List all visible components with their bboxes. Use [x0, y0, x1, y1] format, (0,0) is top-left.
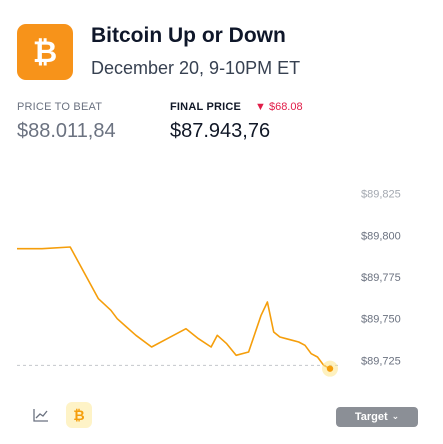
y-tick-label: $89,800 — [361, 230, 401, 242]
y-tick-label: $89,825 — [361, 189, 401, 201]
y-tick-label: $89,750 — [361, 314, 401, 326]
bitcoin-chart-button[interactable]: ₿ — [66, 402, 92, 428]
bitcoin-logo: ₿ — [17, 24, 73, 80]
price-delta-value: $68.08 — [268, 101, 303, 113]
line-chart-icon — [33, 409, 48, 422]
down-arrow-icon: ▼ — [255, 101, 266, 113]
chevron-down-icon: ⌄ — [391, 412, 400, 422]
price-to-beat-label: PRICE TO BEAT — [17, 101, 103, 113]
price-chart[interactable]: $89,825 $89,800 $89,775 $89,750 $89,725 — [0, 140, 443, 395]
market-subtitle: December 20, 9-10PM ET — [91, 58, 301, 78]
final-price-value: $87.943,76 — [170, 120, 271, 142]
current-price-dot — [326, 365, 334, 372]
y-tick-label: $89,725 — [361, 355, 401, 367]
final-price-label: FINAL PRICE — [170, 101, 242, 113]
y-tick-label: $89,775 — [361, 272, 401, 284]
line-chart-button[interactable] — [28, 402, 54, 428]
price-to-beat-value: $88.011,84 — [17, 120, 116, 142]
market-title: Bitcoin Up or Down — [91, 24, 286, 47]
target-dropdown[interactable]: Target ⌄ — [336, 407, 418, 427]
price-series-line — [17, 246, 331, 370]
price-delta: ▼ $68.08 — [255, 101, 303, 113]
target-label: Target — [354, 411, 388, 423]
bitcoin-logo-glyph: ₿ — [32, 34, 58, 70]
